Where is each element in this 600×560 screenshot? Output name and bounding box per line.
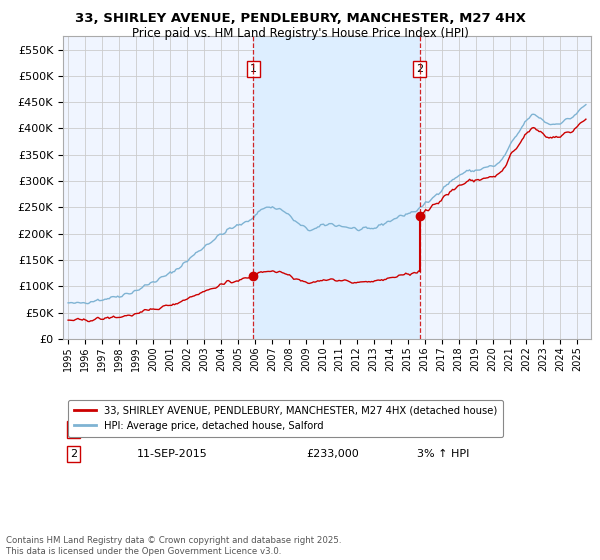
- Text: 33, SHIRLEY AVENUE, PENDLEBURY, MANCHESTER, M27 4HX: 33, SHIRLEY AVENUE, PENDLEBURY, MANCHEST…: [74, 12, 526, 25]
- Bar: [253, 36, 419, 339]
- Text: 1: 1: [250, 64, 257, 74]
- Text: Price paid vs. HM Land Registry's House Price Index (HPI): Price paid vs. HM Land Registry's House …: [131, 27, 469, 40]
- Text: £233,000: £233,000: [306, 449, 359, 459]
- Text: 2: 2: [70, 449, 77, 459]
- Text: 37% ↓ HPI: 37% ↓ HPI: [417, 424, 476, 435]
- Text: 1: 1: [70, 424, 77, 435]
- Text: £119,995: £119,995: [306, 424, 359, 435]
- Legend: 33, SHIRLEY AVENUE, PENDLEBURY, MANCHESTER, M27 4HX (detached house), HPI: Avera: 33, SHIRLEY AVENUE, PENDLEBURY, MANCHEST…: [68, 400, 503, 437]
- Text: 2: 2: [416, 64, 423, 74]
- Text: 02-DEC-2005: 02-DEC-2005: [137, 424, 211, 435]
- Text: 3% ↑ HPI: 3% ↑ HPI: [417, 449, 469, 459]
- Text: 11-SEP-2015: 11-SEP-2015: [137, 449, 208, 459]
- Text: Contains HM Land Registry data © Crown copyright and database right 2025.
This d: Contains HM Land Registry data © Crown c…: [6, 536, 341, 556]
